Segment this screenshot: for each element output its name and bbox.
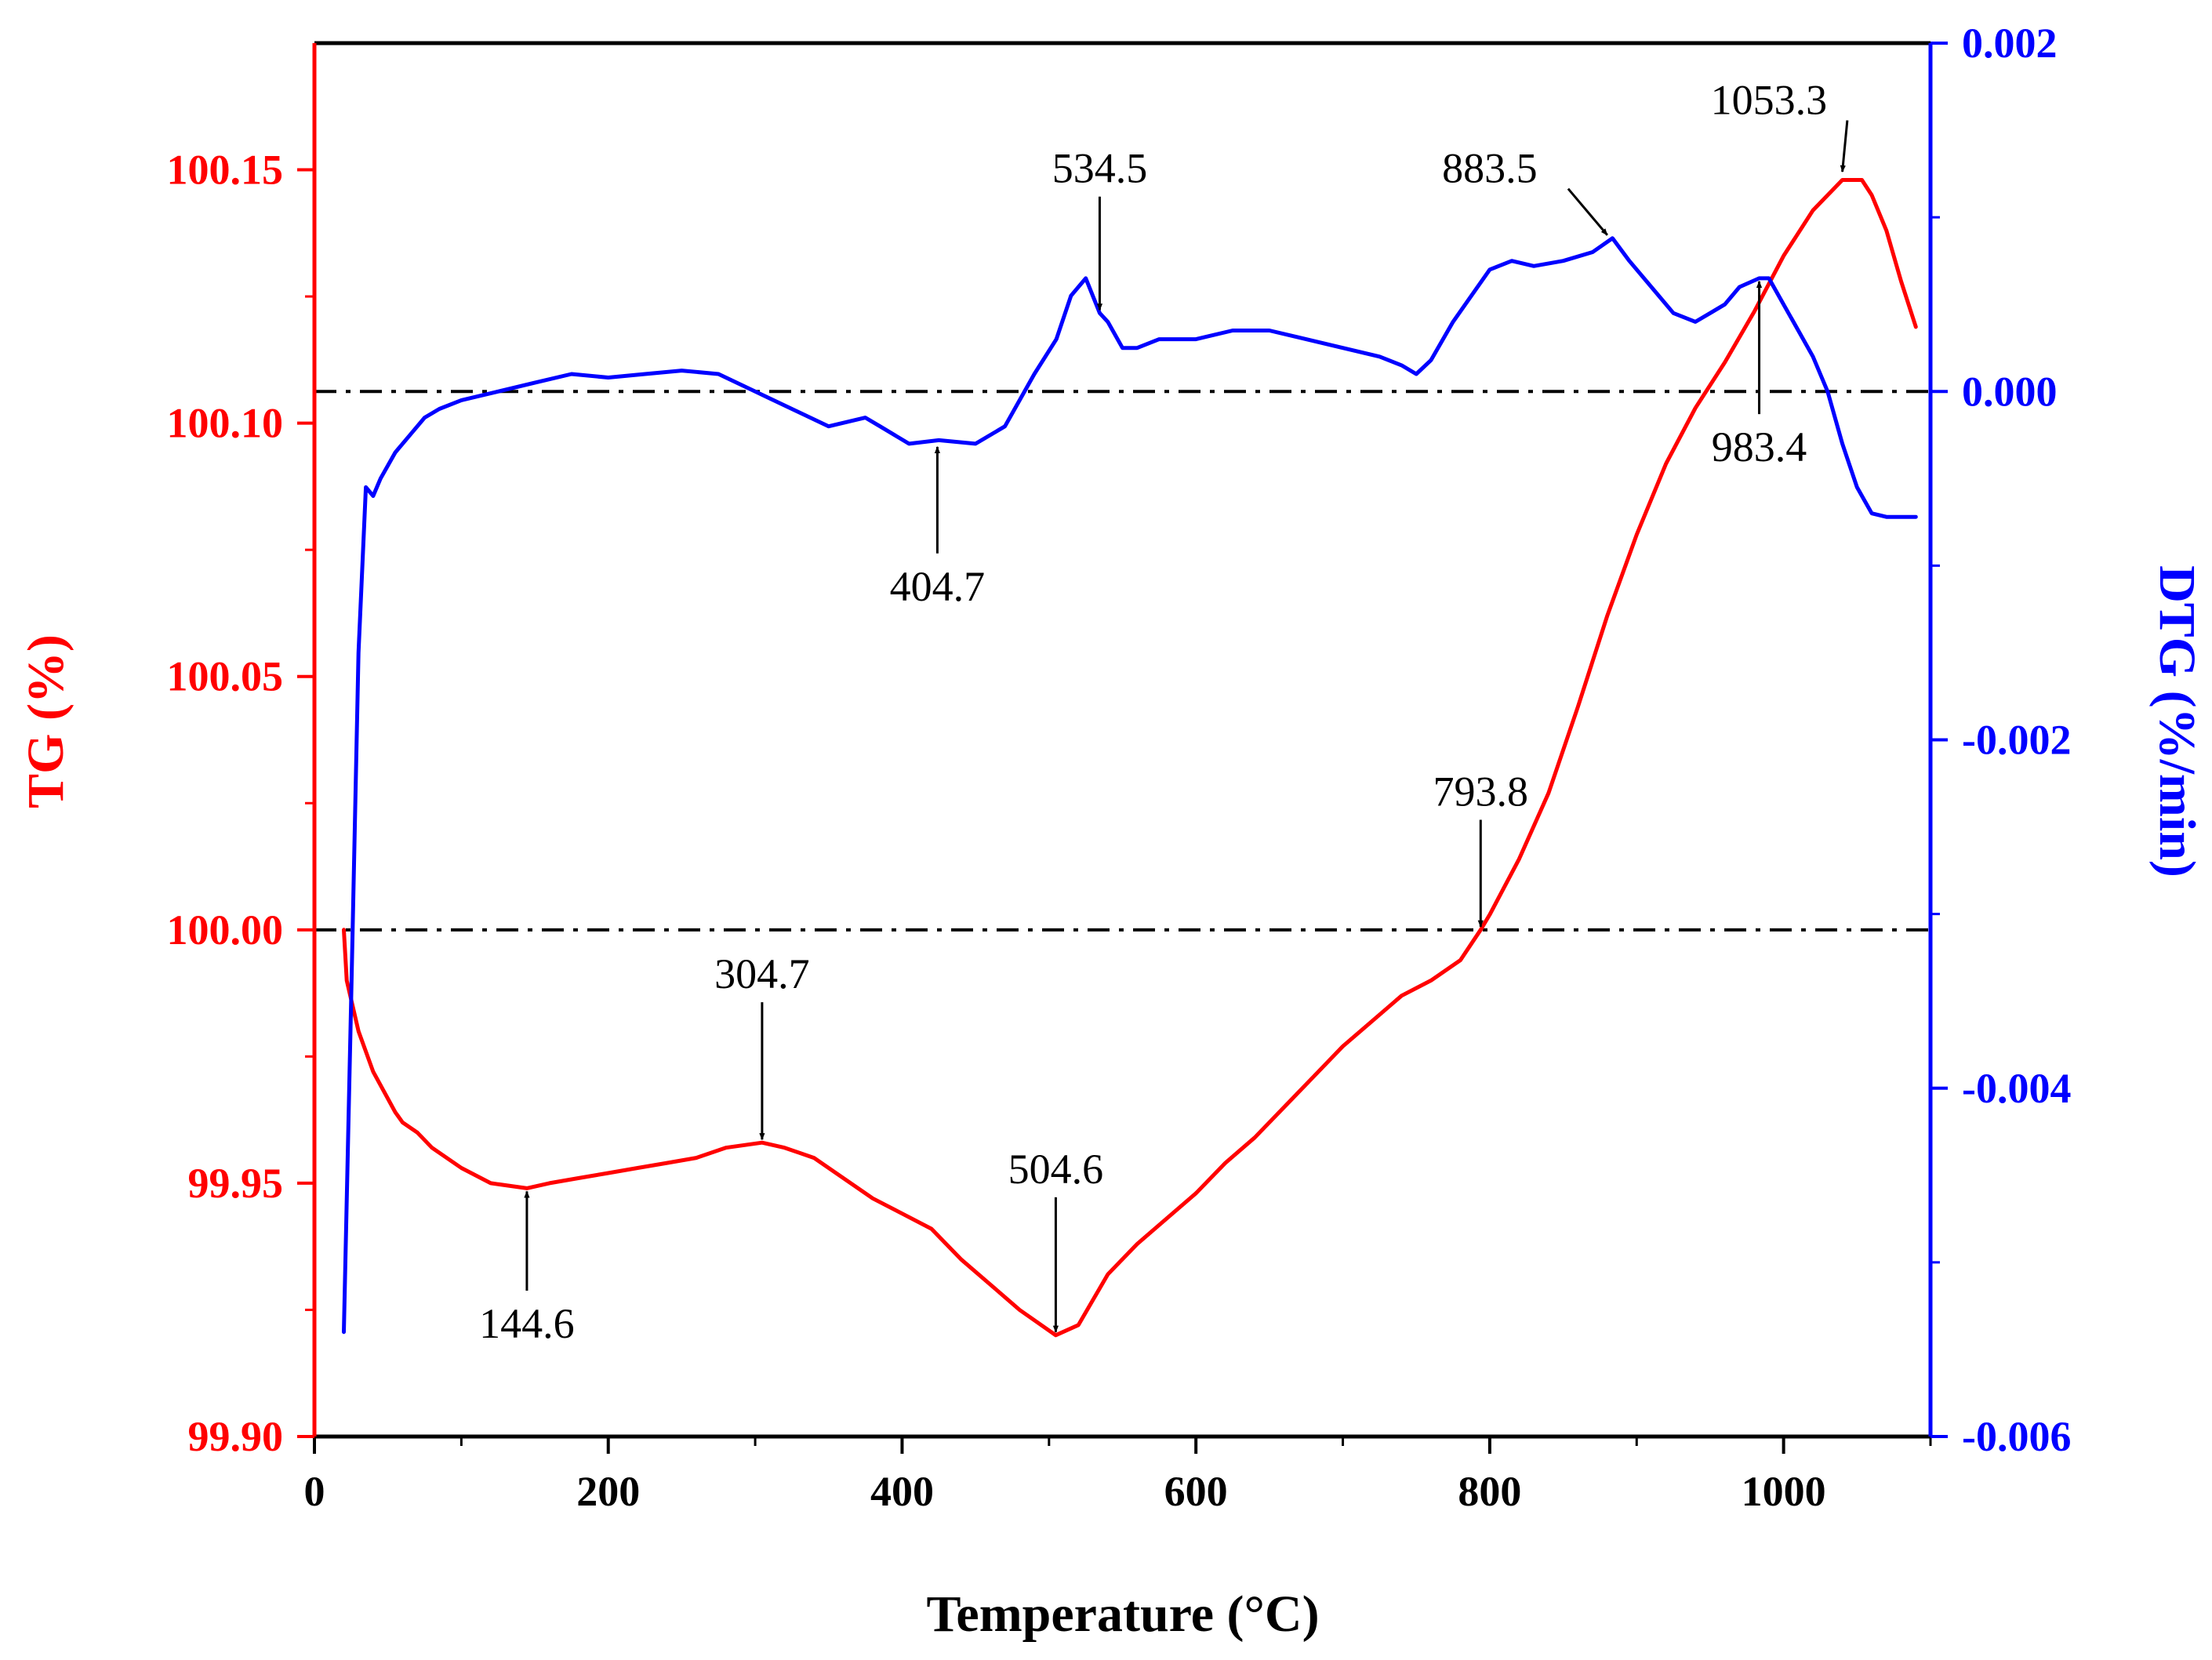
y-right-tick-label: 0.000 [1962, 368, 2058, 415]
series-line-dtg [342, 236, 1918, 1335]
y-left-axis-title: TG (%) [17, 634, 74, 808]
peak-annotations: 144.6 304.7 504.6 793.8 1053.3 534.5 404.7 883.… [479, 76, 1849, 1347]
y-left-tick-label: 99.90 [188, 1413, 284, 1460]
data-series [342, 178, 1918, 1338]
y-right-tick-label: -0.004 [1962, 1065, 2071, 1112]
annotation-983.4: 983.4 [1712, 280, 1807, 470]
annotation-label: 983.4 [1712, 423, 1807, 470]
annotation-label: 144.6 [479, 1300, 575, 1347]
y-left-tick-label: 99.95 [188, 1160, 284, 1207]
reference-lines [314, 390, 1931, 932]
y-right-tick-label: -0.002 [1962, 717, 2071, 764]
x-tick-label: 800 [1458, 1468, 1521, 1515]
x-tick-label: 200 [576, 1468, 640, 1515]
y-left-tick-label: 100.15 [167, 147, 284, 194]
axes: 0 200 400 600 800 1000 99.90 99.95 100.00 100.05 1… [167, 20, 2072, 1515]
annotation-504.6: 504.6 [1008, 1146, 1104, 1333]
annotation-label: 304.7 [714, 950, 810, 997]
x-tick-label: 600 [1164, 1468, 1228, 1515]
y-left-tick-label: 100.10 [167, 400, 284, 447]
series-line-tg [342, 178, 1918, 1338]
annotation-label: 504.6 [1008, 1146, 1104, 1193]
annotation-534.5: 534.5 [1052, 145, 1148, 311]
y-left-tick-label: 100.00 [167, 906, 284, 954]
annotation-arrow [1567, 187, 1608, 236]
annotation-793.8: 793.8 [1433, 768, 1529, 928]
annotation-label: 793.8 [1433, 768, 1529, 815]
x-tick-label: 0 [304, 1468, 325, 1515]
annotation-883.5: 883.5 [1442, 145, 1608, 236]
x-axis-title: Temperature (°C) [926, 1586, 1319, 1643]
annotation-1053.3: 1053.3 [1711, 76, 1849, 173]
annotation-label: 883.5 [1442, 145, 1538, 192]
y-right-tick-label: -0.006 [1962, 1413, 2071, 1460]
x-tick-label: 400 [870, 1468, 934, 1515]
annotation-label: 1053.3 [1711, 76, 1828, 123]
y-right-tick-label: 0.002 [1962, 20, 2058, 67]
annotation-label: 534.5 [1052, 145, 1148, 192]
y-left-tick-label: 100.05 [167, 653, 284, 700]
annotation-label: 404.7 [890, 563, 986, 610]
annotation-arrow [1840, 120, 1849, 173]
annotation-144.6: 144.6 [479, 1190, 575, 1347]
x-tick-label: 1000 [1742, 1468, 1826, 1515]
annotation-304.7: 304.7 [714, 950, 810, 1141]
annotation-404.7: 404.7 [890, 445, 986, 610]
y-right-axis-title: DTG (%/min) [2148, 565, 2206, 877]
